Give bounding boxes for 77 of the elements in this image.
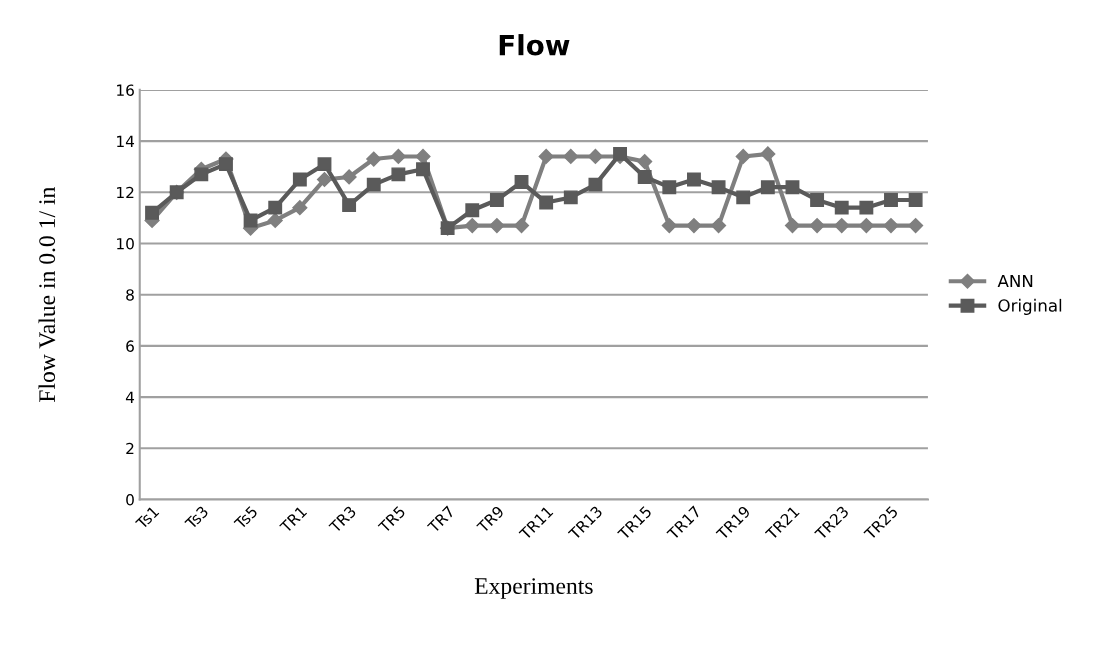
x-axis-title: Experiments bbox=[474, 578, 593, 599]
point bbox=[219, 157, 233, 172]
point bbox=[292, 172, 307, 187]
point bbox=[194, 167, 209, 182]
x-tick-label: Ts3 bbox=[184, 505, 209, 531]
point bbox=[637, 154, 653, 170]
y-tick-label: 4 bbox=[125, 391, 135, 403]
point bbox=[366, 151, 382, 167]
legend-label: ANN bbox=[997, 274, 1033, 288]
point bbox=[858, 218, 874, 234]
point bbox=[243, 213, 258, 228]
y-axis-title: Flow Value in 0.0 1/ in bbox=[38, 187, 56, 403]
point bbox=[514, 175, 529, 190]
x-tick-label: Ts5 bbox=[233, 505, 259, 531]
legend-label: Original bbox=[998, 298, 1062, 315]
point bbox=[810, 193, 825, 207]
y-tick-label: 0 bbox=[126, 493, 134, 506]
point bbox=[489, 193, 504, 207]
point bbox=[587, 148, 603, 165]
point bbox=[145, 205, 160, 220]
y-tick-label: 10 bbox=[117, 237, 134, 250]
x-tick-label: Ts1 bbox=[135, 505, 160, 531]
x-tick-label: TR3 bbox=[328, 505, 357, 534]
point bbox=[784, 218, 801, 234]
point bbox=[736, 190, 751, 205]
point bbox=[563, 148, 579, 165]
point bbox=[908, 218, 924, 234]
point bbox=[760, 180, 775, 195]
x-tick-label: TR9 bbox=[476, 505, 505, 534]
y-tick-label: 2 bbox=[126, 442, 134, 455]
point bbox=[464, 218, 480, 234]
x-tick-label: TR7 bbox=[426, 505, 455, 534]
chart-title: Flow bbox=[499, 34, 570, 56]
point bbox=[760, 146, 776, 162]
point bbox=[317, 157, 332, 172]
point bbox=[390, 148, 406, 165]
point bbox=[267, 212, 283, 229]
point bbox=[292, 200, 308, 216]
point bbox=[268, 200, 283, 215]
point bbox=[711, 180, 726, 195]
point bbox=[884, 193, 898, 207]
point bbox=[391, 167, 406, 182]
point bbox=[637, 170, 652, 184]
y-tick-label: 14 bbox=[117, 135, 135, 147]
point bbox=[342, 198, 357, 213]
point bbox=[366, 177, 381, 192]
point bbox=[489, 218, 505, 234]
point bbox=[613, 146, 627, 161]
x-tick-label: TR1 bbox=[279, 505, 308, 534]
point bbox=[859, 200, 874, 215]
point bbox=[538, 148, 554, 165]
point bbox=[687, 172, 701, 187]
y-tick-label: 6 bbox=[126, 340, 134, 352]
y-tick-label: 8 bbox=[126, 289, 134, 301]
y-tick-label: 16 bbox=[117, 84, 134, 96]
y-tick-label: 12 bbox=[117, 186, 134, 199]
point bbox=[662, 180, 677, 195]
point bbox=[588, 177, 603, 192]
point bbox=[415, 148, 431, 165]
point bbox=[735, 148, 751, 165]
point bbox=[341, 169, 357, 185]
point bbox=[785, 180, 800, 195]
point bbox=[416, 162, 430, 177]
point bbox=[883, 218, 899, 234]
point bbox=[711, 218, 727, 234]
point bbox=[686, 218, 702, 234]
point bbox=[809, 218, 825, 234]
point bbox=[563, 190, 578, 205]
x-tick-label: TR5 bbox=[377, 505, 406, 534]
point bbox=[834, 200, 849, 215]
point bbox=[316, 171, 333, 188]
point bbox=[661, 218, 677, 234]
point bbox=[513, 218, 530, 234]
point bbox=[834, 218, 850, 234]
point bbox=[539, 195, 554, 210]
point bbox=[465, 203, 480, 218]
point bbox=[908, 193, 923, 207]
